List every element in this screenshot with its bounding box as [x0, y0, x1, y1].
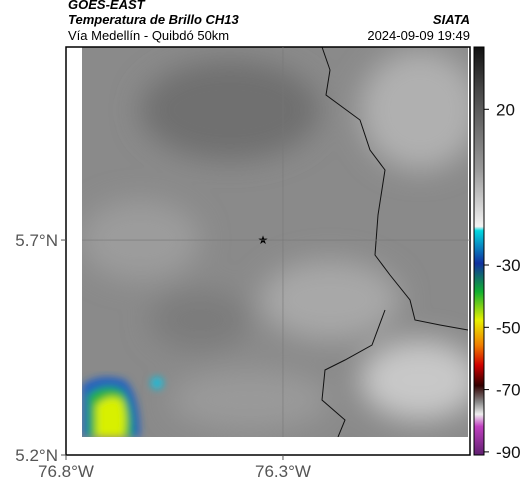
colorbar-tick-label: 20 — [496, 100, 515, 119]
x-tick-label: 76.3°W — [255, 462, 311, 481]
y-tick-label: 5.7°N — [15, 231, 58, 250]
colorbar-tick-label: -50 — [496, 318, 521, 337]
x-tick-label: 76.8°W — [38, 462, 94, 481]
y-tick-label: 5.2°N — [15, 446, 58, 465]
colorbar-tick-label: -30 — [496, 256, 521, 275]
brand: SIATA — [433, 12, 470, 27]
colorbar-tick-label: -70 — [496, 381, 521, 400]
subtitle: Temperatura de Brillo CH13 — [68, 12, 240, 27]
colorbar-tick-label: -90 — [496, 443, 521, 462]
route: Vía Medellín - Quibdó 50km — [68, 28, 229, 43]
title: GOES-EAST — [68, 0, 146, 12]
map-border — [65, 46, 471, 456]
satellite-image — [82, 47, 468, 437]
timestamp: 2024-09-09 19:49 — [367, 28, 470, 43]
colorbar — [473, 46, 485, 456]
no-data-strip — [66, 437, 470, 455]
